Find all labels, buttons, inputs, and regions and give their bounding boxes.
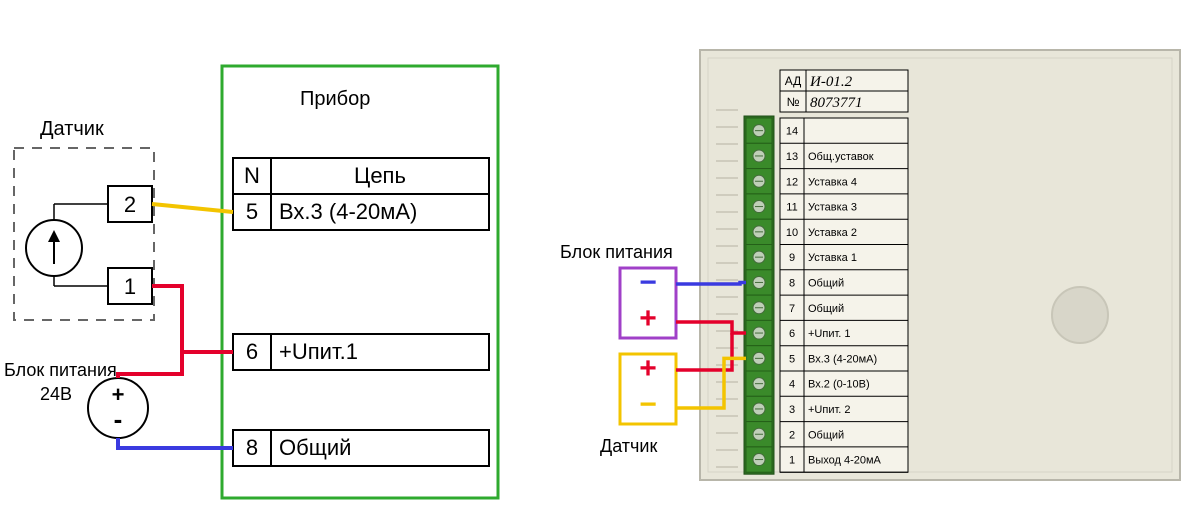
svg-text:8: 8	[246, 435, 258, 460]
term-row-n: 12	[786, 176, 798, 188]
term-row-n: 3	[789, 404, 795, 416]
term-row-t: Уставка 3	[808, 202, 857, 214]
wire-blue	[118, 438, 233, 448]
svg-text:2: 2	[124, 192, 136, 217]
term-row-n: 4	[789, 379, 795, 391]
term-row-n: 7	[789, 303, 795, 315]
svg-text:Цепь: Цепь	[354, 163, 406, 188]
term-row-n: 9	[789, 252, 795, 264]
svg-text:5: 5	[246, 199, 258, 224]
psu-label-2: 24В	[40, 384, 72, 405]
term-row-t: Вх.3 (4-20мА)	[808, 353, 877, 365]
sensor-label: Датчик	[40, 118, 104, 141]
term-row-n: 2	[789, 429, 795, 441]
svg-text:+Uпит.1: +Uпит.1	[279, 339, 358, 364]
term-row-n: 6	[789, 328, 795, 340]
term-row-n: 10	[786, 227, 798, 239]
term-row-t: +Uпит. 1	[808, 328, 851, 340]
term-row-t: Общий	[808, 277, 844, 289]
term-row-n: 1	[789, 455, 795, 467]
device-label: Прибор	[300, 88, 370, 111]
svg-text:АД: АД	[785, 74, 802, 88]
svg-text:-: -	[114, 404, 123, 434]
panel-hole-icon	[1052, 287, 1108, 343]
svg-text:−: −	[639, 266, 657, 299]
wire-blue-r	[676, 282, 746, 284]
term-row-t: Уставка 2	[808, 227, 857, 239]
svg-text:+: +	[639, 352, 657, 385]
svg-text:Общий: Общий	[279, 435, 351, 460]
term-row-t: Общий	[808, 303, 844, 315]
svg-text:6: 6	[246, 339, 258, 364]
svg-text:−: −	[639, 388, 657, 421]
psu-label-1: Блок питания	[4, 360, 117, 381]
svg-text:+: +	[639, 302, 657, 335]
term-row-t: Общий	[808, 429, 844, 441]
term-row-n: 13	[786, 151, 798, 163]
term-row-n: 5	[789, 353, 795, 365]
term-row-t: Общ.уставок	[808, 151, 874, 163]
svg-text:8073771: 8073771	[810, 95, 863, 111]
right-sensor-label: Датчик	[600, 436, 657, 457]
right-psu-label: Блок питания	[560, 242, 673, 263]
term-row-t: Уставка 4	[808, 176, 857, 188]
svg-text:Вх.3 (4-20мА): Вх.3 (4-20мА)	[279, 199, 417, 224]
term-row-n: 11	[786, 202, 797, 214]
svg-text:№: №	[787, 95, 800, 109]
term-row-t: Выход 4-20мА	[808, 455, 882, 467]
term-row-t: +Uпит. 2	[808, 404, 851, 416]
svg-text:N: N	[244, 163, 260, 188]
term-row-n: 14	[786, 126, 798, 138]
svg-text:И-01.2: И-01.2	[809, 74, 853, 90]
svg-text:1: 1	[124, 274, 136, 299]
term-row-t: Вх.2 (0-10В)	[808, 379, 870, 391]
term-row-n: 8	[789, 277, 795, 289]
term-row-t: Уставка 1	[808, 252, 857, 264]
